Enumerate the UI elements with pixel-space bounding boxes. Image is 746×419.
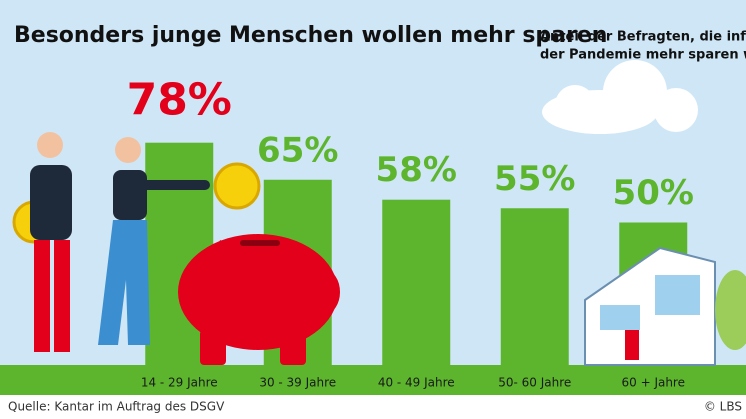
house-illustration [584,246,716,366]
x-tick-label: 40 - 49 Jahre [378,376,455,390]
cloud [542,60,698,134]
copyright: © LBS [704,400,742,414]
value-label: 78% [127,75,232,126]
coin [213,162,261,210]
coin-slot [240,240,280,246]
source: Quelle: Kantar im Auftrag des DSGV [8,400,225,414]
footer [0,395,746,419]
bar [382,199,451,365]
tree [715,270,746,350]
ground [0,365,746,395]
x-tick-label: 60 + Jahre [621,376,685,390]
value-label: 65% [257,130,338,170]
value-label: 58% [376,150,457,190]
value-label: 55% [494,159,575,199]
chart-subtitle: Anteil der Befragten, die infolg [540,30,746,45]
x-tick-label: 50- 60 Jahre [498,376,571,390]
bar [500,208,569,365]
person-right [98,137,210,345]
x-tick-label: 14 - 29 Jahre [141,376,218,390]
person-left [30,132,72,352]
x-tick-label: 30 - 39 Jahre [259,376,336,390]
value-label: 50% [613,173,694,213]
chart-title: Besonders junge Menschen wollen mehr spa… [14,23,607,48]
chart-subtitle: der Pandemie mehr sparen wo [540,48,746,63]
piggy-bank [178,234,340,365]
